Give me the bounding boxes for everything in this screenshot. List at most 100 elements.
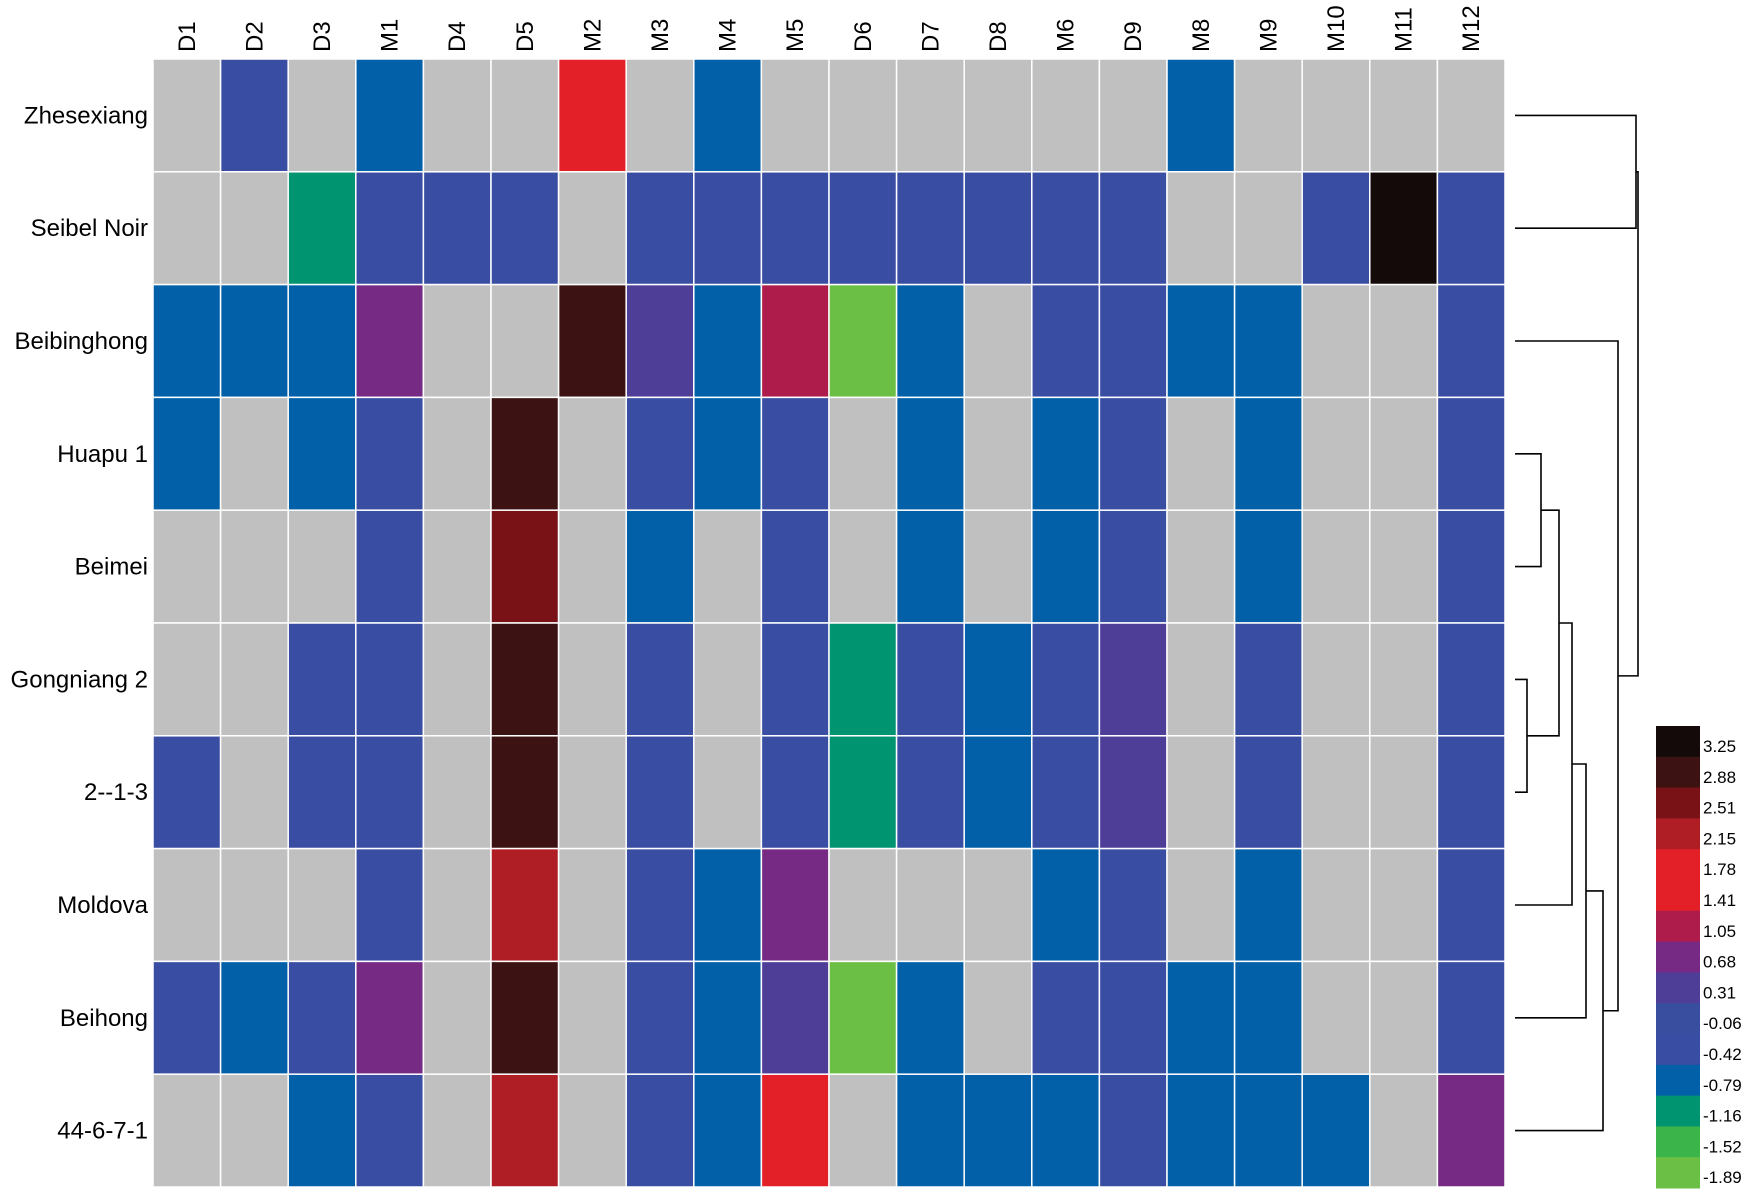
color-scale-swatch bbox=[1656, 941, 1700, 973]
heatmap-cell bbox=[1436, 509, 1506, 624]
heatmap-cell bbox=[1301, 1073, 1371, 1188]
heatmap-cell bbox=[895, 509, 965, 624]
column-label-d6: D6 bbox=[850, 21, 877, 52]
heatmap-cell bbox=[219, 283, 289, 399]
heatmap-cell bbox=[963, 1073, 1033, 1188]
heatmap-cell bbox=[693, 171, 763, 286]
color-scale-label: -0.42 bbox=[1703, 1045, 1742, 1064]
heatmap-cell bbox=[760, 847, 830, 963]
column-label-d8: D8 bbox=[985, 21, 1012, 52]
heatmap-cell bbox=[1301, 58, 1371, 173]
heatmap-cell bbox=[355, 171, 425, 286]
heatmap-cell bbox=[287, 58, 357, 173]
column-label-m11: M11 bbox=[1391, 7, 1418, 52]
heatmap-cell bbox=[355, 283, 425, 399]
heatmap-cell bbox=[355, 960, 425, 1075]
heatmap-cell bbox=[152, 847, 222, 963]
heatmap-cell bbox=[963, 396, 1033, 511]
heatmap-cell bbox=[287, 735, 357, 850]
color-scale-swatch bbox=[1656, 1034, 1700, 1066]
heatmap-cell bbox=[355, 622, 425, 737]
heatmap-cell bbox=[1166, 622, 1236, 737]
column-label-d4: D4 bbox=[444, 21, 471, 52]
heatmap-cell bbox=[625, 283, 695, 399]
heatmap-cell bbox=[557, 58, 627, 173]
heatmap-cell bbox=[152, 1073, 222, 1188]
heatmap-cell bbox=[828, 622, 898, 737]
heatmap-cell bbox=[422, 396, 492, 511]
column-label-m4: M4 bbox=[715, 19, 742, 52]
heatmap-cell bbox=[557, 960, 627, 1075]
color-scale-label: -1.89 bbox=[1703, 1168, 1742, 1187]
heatmap-cell bbox=[828, 58, 898, 173]
color-scale-swatch bbox=[1656, 849, 1700, 881]
column-label-d9: D9 bbox=[1120, 21, 1147, 52]
heatmap-cell bbox=[355, 1073, 425, 1188]
heatmap-cell bbox=[828, 396, 898, 511]
heatmap-cell bbox=[422, 847, 492, 963]
heatmap-cell bbox=[625, 396, 695, 511]
color-scale-swatch bbox=[1656, 1095, 1700, 1127]
column-label-m5: M5 bbox=[782, 19, 809, 52]
heatmap-cell bbox=[895, 735, 965, 850]
dendrogram-branch bbox=[1515, 114, 1637, 229]
heatmap-cell bbox=[152, 58, 222, 173]
heatmap-cell bbox=[490, 622, 560, 737]
heatmap-cell bbox=[1369, 1073, 1439, 1188]
heatmap-cell bbox=[1166, 509, 1236, 624]
heatmap-cell bbox=[1233, 622, 1303, 737]
heatmap-cell bbox=[1098, 960, 1168, 1075]
heatmap-cell bbox=[1031, 171, 1101, 286]
column-label-d3: D3 bbox=[309, 21, 336, 52]
dendrogram-branch bbox=[1515, 678, 1528, 793]
heatmap-cell bbox=[219, 960, 289, 1075]
heatmap-cell bbox=[895, 847, 965, 963]
heatmap-cell bbox=[1031, 509, 1101, 624]
row-label: Beimei bbox=[75, 554, 148, 581]
column-label-m3: M3 bbox=[647, 19, 674, 52]
heatmap-cell bbox=[693, 396, 763, 511]
heatmap-cell bbox=[287, 509, 357, 624]
heatmap-cell bbox=[1436, 847, 1506, 963]
heatmap-cell bbox=[625, 735, 695, 850]
heatmap-cell bbox=[422, 283, 492, 399]
heatmap-cell bbox=[557, 847, 627, 963]
heatmap-cell bbox=[828, 735, 898, 850]
heatmap-cell bbox=[760, 1073, 830, 1188]
color-scale-label: 2.88 bbox=[1703, 768, 1736, 787]
heatmap-cell bbox=[760, 58, 830, 173]
color-scale-swatch bbox=[1656, 880, 1700, 912]
heatmap-cell bbox=[693, 847, 763, 963]
heatmap-cell bbox=[422, 58, 492, 173]
heatmap-cell bbox=[287, 171, 357, 286]
heatmap-cell bbox=[693, 735, 763, 850]
heatmap-cell bbox=[219, 58, 289, 173]
heatmap-cell bbox=[1436, 171, 1506, 286]
color-scale-label: -0.06 bbox=[1703, 1014, 1742, 1033]
heatmap-cell bbox=[760, 283, 830, 399]
heatmap-cell bbox=[1166, 58, 1236, 173]
heatmap-cell bbox=[828, 283, 898, 399]
color-scale-label: -1.16 bbox=[1703, 1107, 1742, 1126]
heatmap-cell bbox=[557, 509, 627, 624]
heatmap-cell bbox=[895, 960, 965, 1075]
heatmap-cell bbox=[1031, 1073, 1101, 1188]
heatmap-cell bbox=[1436, 1073, 1506, 1188]
heatmap-cell bbox=[1166, 283, 1236, 399]
column-label-m10: M10 bbox=[1323, 5, 1350, 52]
heatmap-cell bbox=[1436, 960, 1506, 1075]
column-label-d5: D5 bbox=[512, 21, 539, 52]
dendrogram-branch bbox=[1515, 622, 1573, 906]
heatmap-cell bbox=[219, 622, 289, 737]
heatmap-cell bbox=[557, 735, 627, 850]
heatmap-cell bbox=[1233, 1073, 1303, 1188]
heatmap-cell bbox=[557, 622, 627, 737]
heatmap-cell bbox=[963, 171, 1033, 286]
heatmap-cell bbox=[490, 509, 560, 624]
heatmap-cell bbox=[828, 1073, 898, 1188]
heatmap-cell bbox=[693, 58, 763, 173]
heatmap-cell bbox=[219, 171, 289, 286]
heatmap-cell bbox=[422, 1073, 492, 1188]
heatmap-cell bbox=[828, 960, 898, 1075]
heatmap-cell bbox=[1031, 396, 1101, 511]
